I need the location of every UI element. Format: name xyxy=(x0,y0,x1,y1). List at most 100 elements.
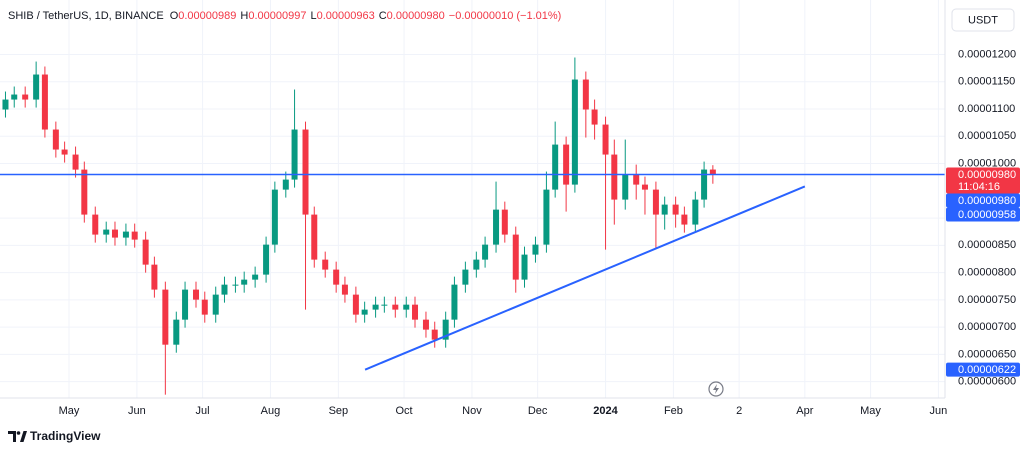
y-tick-label: 0.00000650 xyxy=(958,348,1016,360)
candle-body xyxy=(111,229,118,238)
candle-body xyxy=(61,149,68,155)
legend-key: C xyxy=(379,10,387,22)
candle-body xyxy=(151,264,158,290)
candle-body xyxy=(641,184,648,190)
x-tick-label: Apr xyxy=(796,405,813,417)
logo-mark xyxy=(20,431,27,442)
candle-body xyxy=(322,259,329,270)
candle-body xyxy=(232,284,239,286)
price-label-box xyxy=(946,362,1020,377)
x-tick-label: Jul xyxy=(196,405,210,417)
x-tick-label: Jun xyxy=(930,405,948,417)
legend: SHIB / TetherUS, 1D, BINANCE O0.00000989 H… xyxy=(8,10,561,22)
x-tick-label: Sep xyxy=(329,405,349,417)
candle-body xyxy=(563,144,570,185)
x-tick-label: Oct xyxy=(395,405,412,417)
candle-body xyxy=(41,74,48,130)
y-tick-label: 0.00001000 xyxy=(958,157,1016,169)
candle-body xyxy=(582,79,589,110)
candle-body xyxy=(252,274,259,280)
y-tick-label: 0.00000700 xyxy=(958,321,1016,333)
price-label-box xyxy=(946,207,1020,222)
x-tick-label: May xyxy=(59,405,80,417)
candle-body xyxy=(473,259,480,270)
icon-bolt[interactable] xyxy=(713,384,719,394)
x-tick-label: Nov xyxy=(462,405,482,417)
x-tick-label: Feb xyxy=(664,405,683,417)
candle-body xyxy=(311,214,318,260)
candle-body xyxy=(122,231,129,238)
candle-body xyxy=(462,269,469,285)
icon-circle[interactable] xyxy=(708,381,724,397)
candle-body xyxy=(81,169,88,215)
x-tick-label: Jun xyxy=(128,405,146,417)
candle-body xyxy=(451,284,458,320)
candle-body xyxy=(372,304,379,310)
candle-body xyxy=(182,289,189,320)
candle-body xyxy=(341,284,348,295)
replay-icon[interactable] xyxy=(708,381,724,397)
candle-body xyxy=(602,124,609,155)
x-tick-label: 2 xyxy=(736,405,742,417)
legend-key: O xyxy=(170,10,179,22)
price-label-box xyxy=(946,167,1020,194)
candle-body xyxy=(72,154,79,170)
legend-value: 0.00000980 xyxy=(387,10,445,22)
price-label-box xyxy=(946,193,1020,208)
candle-body xyxy=(661,204,668,215)
candle-body xyxy=(33,74,40,100)
candle-body xyxy=(52,129,59,150)
price-label: 0.00000622 xyxy=(958,364,1016,376)
candle-body xyxy=(611,154,618,200)
grid xyxy=(0,0,945,398)
x-tick-label: 2024 xyxy=(593,405,618,417)
x-tick-label: Dec xyxy=(528,405,548,417)
candle-body xyxy=(571,79,578,185)
candle-body xyxy=(263,244,270,275)
candle-body xyxy=(241,279,248,285)
candle-body xyxy=(403,304,410,310)
candle-body xyxy=(22,94,29,100)
candle-body xyxy=(431,329,438,340)
legend-value: 0.00000989 xyxy=(178,10,236,22)
candle-body xyxy=(681,214,688,225)
legend-change: −0.00000010 (−1.01%) xyxy=(449,10,562,22)
currency-button[interactable] xyxy=(951,8,1015,32)
candle-body xyxy=(442,319,449,340)
legend-value: 0.00000963 xyxy=(317,10,375,22)
legend-value: 0.00000997 xyxy=(248,10,306,22)
candle-body xyxy=(271,189,278,245)
axes: 0.00001200 0.00001150 0.00001100 0.00001050… xyxy=(0,0,1020,417)
candle-body xyxy=(381,304,388,306)
price-label: 0.00000980 xyxy=(958,195,1016,207)
candle-body xyxy=(493,209,500,245)
currency-label[interactable]: USDT xyxy=(968,14,998,26)
candle-body xyxy=(142,239,149,265)
logo-mark xyxy=(8,431,16,442)
candle-body xyxy=(412,304,419,320)
candle-body xyxy=(103,229,110,235)
trendline xyxy=(364,185,806,371)
legend-key: L xyxy=(310,10,316,22)
candle-body xyxy=(193,289,200,300)
candle-body xyxy=(501,209,508,235)
y-tick-label: 0.00000800 xyxy=(958,267,1016,279)
candle-body xyxy=(352,294,359,315)
candle-body xyxy=(392,304,399,310)
candle-body xyxy=(302,129,309,215)
candle-body xyxy=(543,189,550,245)
candle-body xyxy=(173,319,180,345)
y-tick-label: 0.00001050 xyxy=(958,130,1016,142)
candle-body xyxy=(422,319,429,330)
candle-body xyxy=(282,179,289,190)
candle-body xyxy=(591,109,598,125)
candle-body xyxy=(212,294,219,315)
price-label: 0.00000958 xyxy=(958,209,1016,221)
candle-body xyxy=(482,244,489,260)
y-tick-label: 0.00001100 xyxy=(958,103,1015,115)
candle-body xyxy=(11,94,18,100)
x-tick-label: Aug xyxy=(261,405,281,417)
candle-body xyxy=(701,169,708,200)
price-label: 0.00000980 xyxy=(958,169,1016,181)
candle-body xyxy=(92,214,99,235)
